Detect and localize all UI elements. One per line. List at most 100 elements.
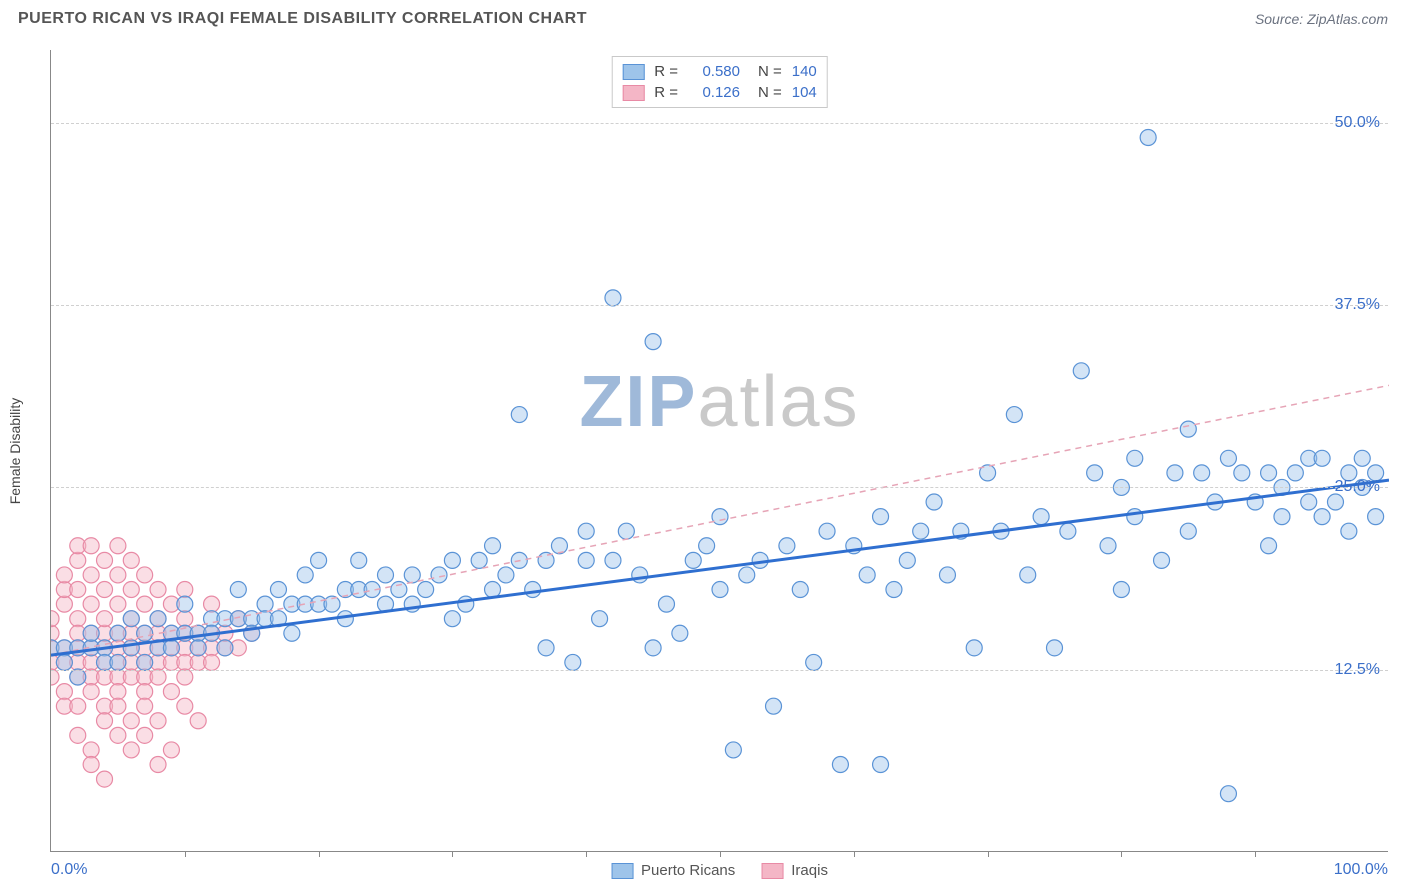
legend-r-value: 0.580 (688, 63, 740, 80)
data-point (685, 552, 701, 568)
data-point (70, 552, 86, 568)
legend-n-label: N = (758, 63, 782, 80)
gridline (51, 487, 1388, 488)
data-point (418, 582, 434, 598)
data-point (137, 654, 153, 670)
data-point (177, 669, 193, 685)
data-point (83, 596, 99, 612)
data-point (311, 552, 327, 568)
legend-swatch (761, 863, 783, 879)
gridline (51, 305, 1388, 306)
regression-line (51, 385, 1389, 655)
data-point (565, 654, 581, 670)
data-point (190, 640, 206, 656)
data-point (204, 654, 220, 670)
series-legend: Puerto RicansIraqis (611, 862, 828, 879)
data-point (56, 654, 72, 670)
data-point (150, 669, 166, 685)
x-tick (854, 851, 855, 857)
x-tick (452, 851, 453, 857)
legend-r-value: 0.126 (688, 84, 740, 101)
data-point (70, 669, 86, 685)
data-point (832, 757, 848, 773)
data-point (899, 552, 915, 568)
legend-row: R =0.126N =104 (622, 82, 817, 103)
series-label: Iraqis (791, 862, 828, 879)
x-tick (1121, 851, 1122, 857)
data-point (1060, 523, 1076, 539)
data-point (137, 698, 153, 714)
data-point (97, 552, 113, 568)
data-point (97, 713, 113, 729)
data-point (658, 596, 674, 612)
series-legend-item: Iraqis (761, 862, 828, 879)
data-point (886, 582, 902, 598)
data-point (1341, 523, 1357, 539)
data-point (913, 523, 929, 539)
data-point (939, 567, 955, 583)
data-point (230, 582, 246, 598)
data-point (137, 684, 153, 700)
data-point (618, 523, 634, 539)
x-tick (319, 851, 320, 857)
data-point (190, 713, 206, 729)
data-point (779, 538, 795, 554)
data-point (177, 582, 193, 598)
y-axis-label: Female Disability (7, 397, 23, 504)
data-point (51, 611, 59, 627)
data-point (498, 567, 514, 583)
data-point (204, 596, 220, 612)
data-point (123, 640, 139, 656)
data-point (150, 713, 166, 729)
data-point (217, 640, 233, 656)
data-point (873, 757, 889, 773)
data-point (645, 640, 661, 656)
data-point (1113, 582, 1129, 598)
data-point (110, 727, 126, 743)
data-point (766, 698, 782, 714)
data-point (485, 538, 501, 554)
data-point (70, 611, 86, 627)
data-point (137, 727, 153, 743)
data-point (110, 625, 126, 641)
data-point (110, 538, 126, 554)
legend-n-value: 104 (792, 84, 817, 101)
data-point (1127, 509, 1143, 525)
data-point (297, 567, 313, 583)
data-point (51, 625, 59, 641)
data-point (1194, 465, 1210, 481)
data-point (712, 582, 728, 598)
data-point (1261, 538, 1277, 554)
data-point (1140, 129, 1156, 145)
data-point (551, 538, 567, 554)
y-tick-label: 37.5% (1335, 296, 1380, 314)
data-point (819, 523, 835, 539)
data-point (1020, 567, 1036, 583)
data-point (150, 582, 166, 598)
legend-swatch (611, 863, 633, 879)
data-point (51, 669, 59, 685)
gridline (51, 123, 1388, 124)
legend-row: R =0.580N =140 (622, 61, 817, 82)
data-point (1314, 450, 1330, 466)
data-point (578, 523, 594, 539)
chart-source: Source: ZipAtlas.com (1255, 11, 1388, 27)
data-point (471, 552, 487, 568)
data-point (1006, 407, 1022, 423)
data-point (1354, 450, 1370, 466)
data-point (632, 567, 648, 583)
data-point (538, 640, 554, 656)
data-point (163, 742, 179, 758)
data-point (1127, 450, 1143, 466)
data-point (70, 698, 86, 714)
data-point (1180, 421, 1196, 437)
data-point (739, 567, 755, 583)
data-point (110, 654, 126, 670)
data-point (725, 742, 741, 758)
data-point (1073, 363, 1089, 379)
data-point (83, 742, 99, 758)
y-tick-label: 25.0% (1335, 478, 1380, 496)
data-point (83, 757, 99, 773)
data-point (1287, 465, 1303, 481)
data-point (1234, 465, 1250, 481)
